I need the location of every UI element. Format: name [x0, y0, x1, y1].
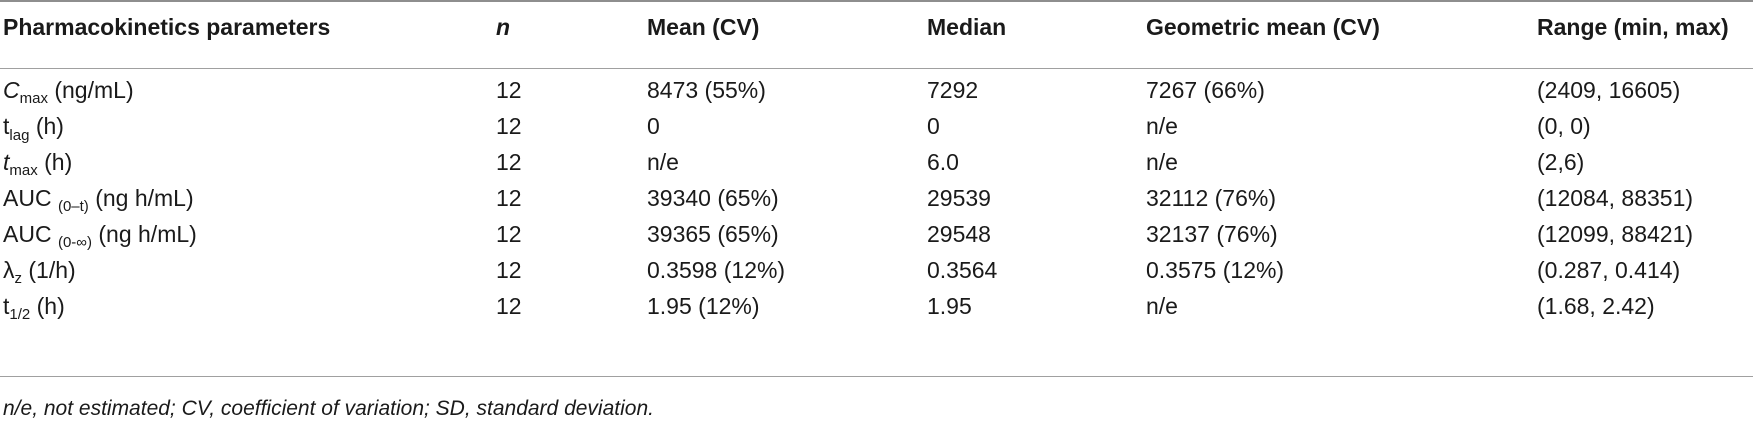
n-cell: 12: [496, 185, 522, 211]
median-cell: 29539: [927, 185, 991, 211]
mean-cell: 8473 (55%): [647, 77, 766, 103]
geometric-mean-cell: n/e: [1146, 113, 1178, 139]
param-cell: AUC (0-∞) (ng h/mL): [3, 221, 197, 251]
mean-cell: n/e: [647, 149, 679, 175]
range-cell: (12084, 88351): [1537, 185, 1694, 211]
median-cell: 0.3564: [927, 257, 998, 283]
n-cell: 12: [496, 221, 522, 247]
range-cell: (12099, 88421): [1537, 221, 1694, 247]
header-median: Median: [927, 14, 1007, 40]
n-cell: 12: [496, 257, 522, 283]
median-cell: 29548: [927, 221, 991, 247]
param-cell: Cmax (ng/mL): [3, 77, 134, 107]
table-row: tmax (h) 12 n/e 6.0 n/e (2,6): [0, 149, 1753, 189]
range-cell: (2409, 16605): [1537, 77, 1681, 103]
geometric-mean-cell: 0.3575 (12%): [1146, 257, 1285, 283]
table-row: λz (1/h) 12 0.3598 (12%) 0.3564 0.3575 (…: [0, 257, 1753, 297]
geometric-mean-cell: 32137 (76%): [1146, 221, 1278, 247]
table-row: Cmax (ng/mL) 12 8473 (55%) 7292 7267 (66…: [0, 77, 1753, 117]
median-cell: 0: [927, 113, 940, 139]
n-cell: 12: [496, 77, 522, 103]
geometric-mean-cell: n/e: [1146, 293, 1178, 319]
table-top-rule: [0, 0, 1753, 2]
mean-cell: 1.95 (12%): [647, 293, 760, 319]
mean-cell: 39365 (65%): [647, 221, 779, 247]
table-row: AUC (0-∞) (ng h/mL) 12 39365 (65%) 29548…: [0, 221, 1753, 261]
geometric-mean-cell: n/e: [1146, 149, 1178, 175]
table-footnote: n/e, not estimated; CV, coefficient of v…: [3, 397, 654, 420]
geometric-mean-cell: 32112 (76%): [1146, 185, 1276, 211]
table-row: tlag (h) 12 0 0 n/e (0, 0): [0, 113, 1753, 153]
param-cell: λz (1/h): [3, 257, 76, 287]
geometric-mean-cell: 7267 (66%): [1146, 77, 1265, 103]
range-cell: (0, 0): [1537, 113, 1591, 139]
table-bottom-rule: [0, 376, 1753, 377]
table-header-row: Pharmacokinetics parameters n Mean (CV) …: [0, 14, 1753, 50]
mean-cell: 0: [647, 113, 660, 139]
table-row: t1/2 (h) 12 1.95 (12%) 1.95 n/e (1.68, 2…: [0, 293, 1753, 333]
param-cell: tmax (h): [3, 149, 73, 179]
header-param: Pharmacokinetics parameters: [3, 14, 331, 40]
param-cell: tlag (h): [3, 113, 64, 144]
range-cell: (0.287, 0.414): [1537, 257, 1681, 283]
mean-cell: 0.3598 (12%): [647, 257, 786, 283]
median-cell: 6.0: [927, 149, 959, 175]
header-n: n: [496, 14, 511, 40]
n-cell: 12: [496, 113, 522, 139]
header-range: Range (min, max): [1537, 14, 1729, 40]
header-geometric-mean: Geometric mean (CV): [1146, 14, 1380, 40]
header-mean: Mean (CV): [647, 14, 760, 40]
mean-cell: 39340 (65%): [647, 185, 779, 211]
param-cell: t1/2 (h): [3, 293, 65, 323]
median-cell: 7292: [927, 77, 979, 103]
n-cell: 12: [496, 149, 522, 175]
median-cell: 1.95: [927, 293, 972, 319]
table-header-rule: [0, 68, 1753, 69]
n-cell: 12: [496, 293, 522, 319]
table-row: AUC (0–t) (ng h/mL) 12 39340 (65%) 29539…: [0, 185, 1753, 225]
range-cell: (1.68, 2.42): [1537, 293, 1655, 319]
param-cell: AUC (0–t) (ng h/mL): [3, 185, 194, 215]
range-cell: (2,6): [1537, 149, 1585, 175]
